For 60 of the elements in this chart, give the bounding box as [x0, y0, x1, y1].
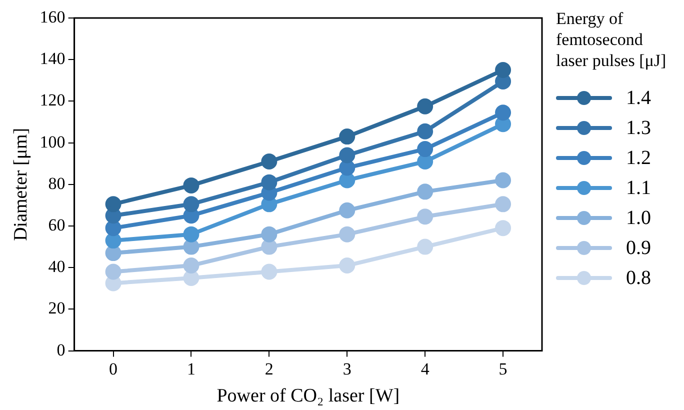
y-tick-label: 60: [48, 215, 66, 234]
y-tick-label: 80: [48, 174, 66, 193]
y-tick-label: 0: [56, 340, 66, 360]
x-tick-label: 1: [186, 359, 196, 378]
point: [105, 220, 122, 236]
x-tick-label: 5: [498, 359, 508, 378]
point: [183, 270, 200, 286]
point: [183, 238, 200, 255]
y-tick-label: 100: [40, 132, 66, 152]
legend-title: Energy of femtosecond laser pulses [μJ]: [556, 8, 668, 71]
point: [339, 147, 356, 164]
point: [105, 196, 122, 212]
legend-label: 1.4: [626, 86, 651, 110]
y-tick-label: 120: [40, 90, 66, 110]
point: [495, 172, 512, 188]
point: [417, 154, 434, 170]
point: [105, 264, 122, 280]
legend-label: 0.9: [626, 236, 651, 260]
point: [261, 238, 278, 255]
point: [417, 123, 434, 140]
point: [183, 177, 200, 194]
point: [183, 258, 200, 274]
x-tick-label: 2: [264, 359, 274, 378]
point: [495, 62, 512, 78]
point: [417, 98, 434, 114]
x-tick-label: 3: [342, 359, 352, 378]
x-axis-title: Power of CO₂ laser [W]: [216, 386, 400, 407]
point: [261, 264, 278, 280]
legend-label: 1.2: [626, 146, 651, 170]
point: [339, 258, 356, 274]
point: [495, 220, 512, 236]
point: [339, 128, 356, 145]
point: [417, 184, 434, 200]
point: [417, 208, 434, 225]
point: [105, 232, 122, 249]
point: [339, 172, 356, 188]
legend-label: 1.3: [626, 116, 651, 140]
point: [183, 196, 200, 212]
point: [417, 238, 434, 255]
y-tick-label: 140: [40, 49, 66, 68]
legend-label: 1.0: [626, 206, 651, 230]
point: [105, 245, 122, 262]
x-tick-label: 4: [420, 359, 430, 378]
point: [417, 141, 434, 158]
y-tick-label: 160: [40, 7, 66, 26]
legend-label: 0.8: [626, 266, 651, 290]
legend-label: 1.1: [626, 176, 651, 200]
point: [339, 226, 356, 242]
point: [495, 104, 512, 121]
y-tick-label: 20: [48, 298, 66, 318]
y-tick-label: 40: [48, 257, 66, 276]
point: [261, 174, 278, 190]
point: [495, 196, 512, 212]
point: [183, 226, 200, 242]
y-axis-title: Diameter [μm]: [10, 128, 32, 241]
point: [261, 226, 278, 242]
x-tick-label: 0: [109, 359, 118, 378]
point: [261, 154, 278, 170]
point: [339, 202, 356, 218]
point: [339, 160, 356, 176]
